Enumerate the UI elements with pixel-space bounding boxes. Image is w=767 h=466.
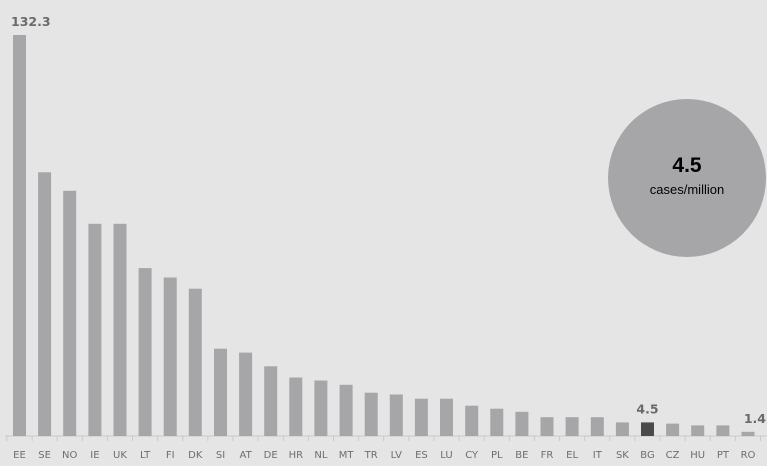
- bar-hu: [691, 425, 705, 436]
- bar-it: [590, 417, 604, 436]
- bar-uk: [113, 223, 127, 436]
- bar-be: [515, 411, 529, 436]
- bar-el: [565, 417, 579, 436]
- bar-se: [38, 172, 52, 437]
- x-tick-label-be: BE: [515, 450, 528, 461]
- callout-unit: cases/million: [650, 182, 724, 197]
- bar-fi: [163, 277, 177, 436]
- bar-ro: [741, 431, 755, 436]
- x-tick-label-mt: MT: [339, 450, 355, 461]
- x-tick-label-no: NO: [62, 450, 77, 461]
- bar-hr: [289, 377, 303, 436]
- x-tick-label-uk: UK: [113, 450, 127, 461]
- x-tick-label-fr: FR: [541, 450, 554, 461]
- value-label-bg: 4.5: [636, 401, 658, 416]
- value-label-ee: 132.3: [11, 14, 51, 29]
- bar-dk: [188, 288, 202, 436]
- bar-at: [239, 352, 253, 436]
- bar-de: [264, 366, 278, 436]
- bar-tr: [364, 392, 378, 436]
- x-tick-label-lt: LT: [140, 450, 151, 461]
- callout-circle: [608, 99, 766, 257]
- bar-mt: [339, 384, 353, 436]
- x-tick-label-lv: LV: [391, 450, 402, 461]
- x-tick-label-hu: HU: [690, 450, 705, 461]
- x-tick-label-pt: PT: [717, 450, 730, 461]
- bar-bg: [641, 422, 654, 436]
- x-tick-label-cz: CZ: [666, 450, 680, 461]
- bar-lu: [440, 398, 453, 436]
- x-tick-label-cy: CY: [465, 450, 479, 461]
- bar-ie: [88, 223, 102, 436]
- x-tick-label-tr: TR: [364, 450, 378, 461]
- x-tick-label-it: IT: [593, 450, 603, 461]
- value-labels: 132.3 4.5 1.4: [11, 14, 766, 426]
- x-tick-labels: EE SE NO IE UK LT FI DK SI AT DE HR NL MT TR LV ES LU CY PL…: [13, 450, 755, 461]
- x-tick-label-pl: PL: [491, 450, 503, 461]
- x-tick-label-se: SE: [38, 450, 51, 461]
- bar-lt: [138, 268, 152, 436]
- value-label-ro: 1.4: [744, 411, 766, 426]
- x-tick-label-ie: IE: [90, 450, 99, 461]
- bar-fr: [540, 417, 554, 436]
- x-tick-label-fi: FI: [166, 450, 175, 461]
- bar-nl: [314, 380, 328, 436]
- x-tick-label-el: EL: [566, 450, 578, 461]
- x-tick-label-hr: HR: [289, 450, 304, 461]
- callout-badge: 4.5 cases/million: [608, 99, 766, 257]
- x-tick-label-dk: DK: [188, 450, 203, 461]
- x-tick-label-at: AT: [240, 450, 253, 461]
- x-tick-label-ro: RO: [741, 450, 756, 461]
- bar-no: [63, 190, 77, 436]
- bar-sk: [615, 422, 629, 436]
- x-tick-label-ee: EE: [13, 450, 26, 461]
- bar-pl: [490, 408, 504, 436]
- bar-cz: [666, 423, 680, 436]
- bar-lv: [389, 394, 403, 436]
- bar-cy: [465, 405, 479, 436]
- x-tick-label-lu: LU: [440, 450, 452, 461]
- x-tick-label-si: SI: [216, 450, 225, 461]
- callout-value: 4.5: [672, 154, 702, 177]
- x-axis-ticks: [6, 436, 761, 441]
- bar-ee: [13, 35, 26, 436]
- x-tick-label-sk: SK: [616, 450, 629, 461]
- x-tick-label-nl: NL: [314, 450, 327, 461]
- bar-es: [414, 398, 428, 436]
- bar-si: [214, 348, 227, 436]
- bar-pt: [716, 425, 730, 436]
- x-tick-label-de: DE: [264, 450, 278, 461]
- x-tick-label-es: ES: [415, 450, 428, 461]
- bars: [13, 35, 755, 437]
- x-tick-label-bg: BG: [640, 450, 654, 461]
